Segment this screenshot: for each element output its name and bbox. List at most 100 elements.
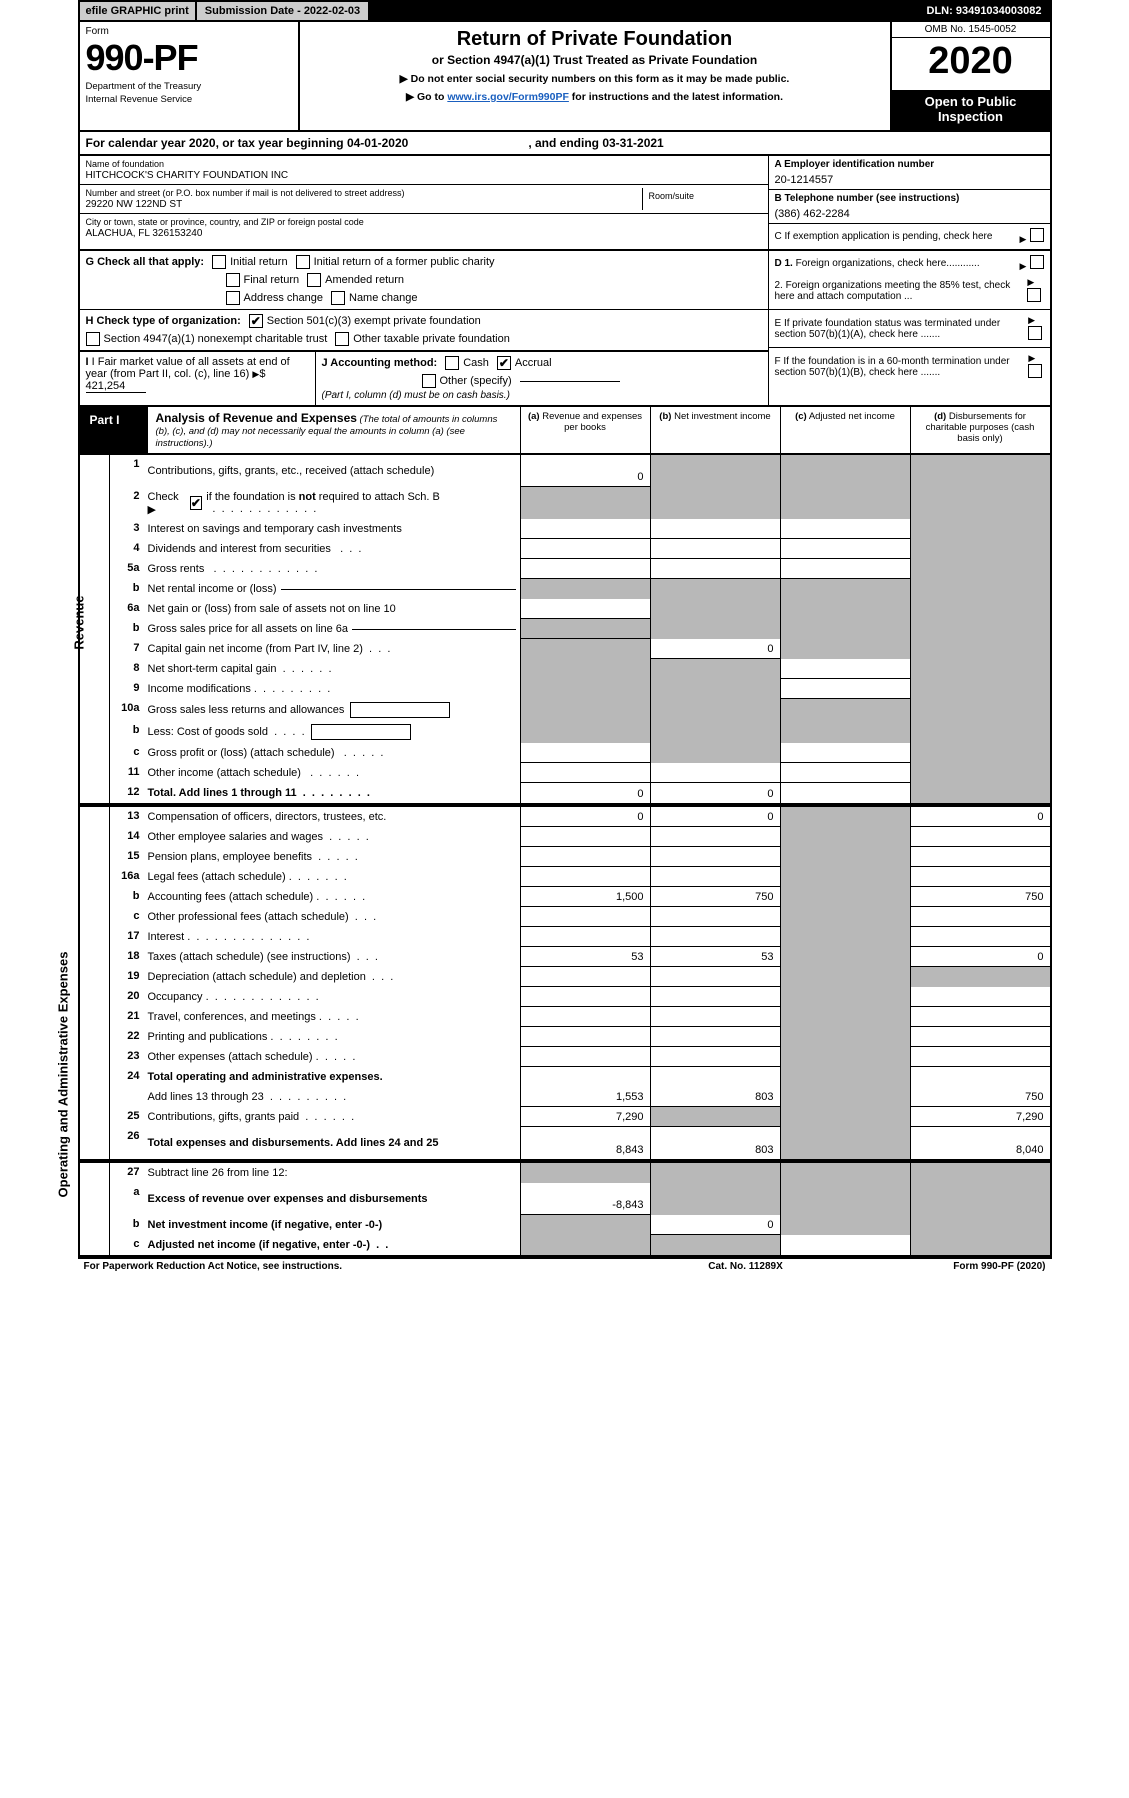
j-cash-checkbox[interactable] bbox=[445, 356, 459, 370]
line-6a: Net gain or (loss) from sale of assets n… bbox=[144, 599, 520, 619]
col-c-header: (c) Adjusted net income bbox=[780, 407, 910, 453]
line-13: Compensation of officers, directors, tru… bbox=[144, 807, 520, 827]
j-other-checkbox[interactable] bbox=[422, 374, 436, 388]
part1-title: Analysis of Revenue and Expenses bbox=[156, 411, 357, 425]
instruction-2: ▶ Go to www.irs.gov/Form990PF for instru… bbox=[310, 91, 880, 103]
g-initial-checkbox[interactable] bbox=[212, 255, 226, 269]
line-16c: Other professional fees (attach schedule… bbox=[144, 907, 520, 927]
l27b-b: 0 bbox=[650, 1215, 780, 1235]
line-3: Interest on savings and temporary cash i… bbox=[144, 519, 520, 539]
line-12: Total. Add lines 1 through 11 . . . . . … bbox=[144, 783, 520, 803]
form-word: Form bbox=[86, 26, 292, 37]
col-b-header: (b) Net investment income bbox=[650, 407, 780, 453]
i-label: I Fair market value of all assets at end… bbox=[86, 356, 290, 380]
line-11: Other income (attach schedule) . . . . .… bbox=[144, 763, 520, 783]
line-5a: Gross rents . . . . . . . . . . . . bbox=[144, 559, 520, 579]
efile-label: efile GRAPHIC print bbox=[80, 2, 195, 20]
line-1: Contributions, gifts, grants, etc., rece… bbox=[144, 455, 520, 487]
room-label: Room/suite bbox=[649, 191, 756, 201]
g-initial-former-checkbox[interactable] bbox=[296, 255, 310, 269]
col-a-header: (a) Revenue and expenses per books bbox=[520, 407, 650, 453]
l18-b: 53 bbox=[650, 947, 780, 967]
j-accrual-checkbox[interactable] bbox=[497, 356, 511, 370]
footer-left: For Paperwork Reduction Act Notice, see … bbox=[84, 1261, 646, 1272]
line-15: Pension plans, employee benefits . . . .… bbox=[144, 847, 520, 867]
h-501c3-checkbox[interactable] bbox=[249, 314, 263, 328]
g-final-checkbox[interactable] bbox=[226, 273, 240, 287]
expenses-side-label: Operating and Administrative Expenses bbox=[55, 952, 70, 1198]
l27a-a: -8,843 bbox=[520, 1183, 650, 1215]
line-9: Income modifications . . . . . . . . . bbox=[144, 679, 520, 699]
l16b-a: 1,500 bbox=[520, 887, 650, 907]
l2-checkbox[interactable] bbox=[190, 496, 203, 510]
f-checkbox[interactable] bbox=[1028, 364, 1042, 378]
d2-label: 2. Foreign organizations meeting the 85%… bbox=[775, 280, 1028, 302]
l2-pre: Check ▶ bbox=[148, 491, 186, 516]
footer-right: Form 990-PF (2020) bbox=[846, 1261, 1046, 1272]
dln-label: DLN: 93491034003082 bbox=[919, 2, 1050, 20]
line-17: Interest . . . . . . . . . . . . . . bbox=[144, 927, 520, 947]
e-checkbox[interactable] bbox=[1028, 326, 1042, 340]
l16b-d: 750 bbox=[910, 887, 1050, 907]
g-name-checkbox[interactable] bbox=[331, 291, 345, 305]
g-label: G Check all that apply: bbox=[86, 256, 205, 268]
identity-block: Name of foundation HITCHCOCK'S CHARITY F… bbox=[78, 156, 1052, 251]
line-14: Other employee salaries and wages . . . … bbox=[144, 827, 520, 847]
irs-link[interactable]: www.irs.gov/Form990PF bbox=[447, 91, 569, 103]
i-value: 421,254 bbox=[86, 380, 146, 393]
line-27c: Adjusted net income (if negative, enter … bbox=[144, 1235, 520, 1255]
check-options-block: G Check all that apply: Initial return I… bbox=[78, 251, 1052, 407]
g-amended-checkbox[interactable] bbox=[307, 273, 321, 287]
g-chk4-label: Amended return bbox=[325, 274, 404, 286]
l7-b: 0 bbox=[650, 639, 780, 659]
phone-val: (386) 462-2284 bbox=[775, 208, 1044, 220]
line-27a: Excess of revenue over expenses and disb… bbox=[144, 1183, 520, 1215]
submission-date: Submission Date - 2022-02-03 bbox=[195, 2, 368, 20]
l18-d: 0 bbox=[910, 947, 1050, 967]
instruction-1: ▶ Do not enter social security numbers o… bbox=[310, 73, 880, 85]
h-other-checkbox[interactable] bbox=[335, 332, 349, 346]
d1-checkbox[interactable] bbox=[1030, 255, 1044, 269]
line-22: Printing and publications . . . . . . . … bbox=[144, 1027, 520, 1047]
g-chk1-label: Initial return bbox=[230, 256, 287, 268]
name-label: Name of foundation bbox=[86, 159, 762, 169]
c-label: C If exemption application is pending, c… bbox=[775, 231, 993, 242]
line-19: Depreciation (attach schedule) and deple… bbox=[144, 967, 520, 987]
c-checkbox[interactable] bbox=[1030, 228, 1044, 242]
l26-d: 8,040 bbox=[910, 1127, 1050, 1159]
l25-a: 7,290 bbox=[520, 1107, 650, 1127]
l1-a: 0 bbox=[520, 455, 650, 487]
line-16b: Accounting fees (attach schedule) . . . … bbox=[144, 887, 520, 907]
expenses-section: Operating and Administrative Expenses 13… bbox=[78, 805, 1052, 1161]
g-chk5-label: Address change bbox=[244, 292, 324, 304]
line-23: Other expenses (attach schedule) . . . .… bbox=[144, 1047, 520, 1067]
city-val: ALACHUA, FL 326153240 bbox=[86, 228, 762, 239]
g-chk2-label: Initial return of a former public charit… bbox=[314, 256, 495, 268]
footer-mid: Cat. No. 11289X bbox=[646, 1261, 846, 1272]
h-label: H Check type of organization: bbox=[86, 315, 241, 327]
l13-b: 0 bbox=[650, 807, 780, 827]
j-other-label: Other (specify) bbox=[440, 375, 512, 387]
line-26: Total expenses and disbursements. Add li… bbox=[144, 1127, 520, 1159]
l12-b: 0 bbox=[650, 783, 780, 803]
city-label: City or town, state or province, country… bbox=[86, 217, 762, 227]
line-5b: Net rental income or (loss) bbox=[144, 579, 520, 599]
h-4947-checkbox[interactable] bbox=[86, 332, 100, 346]
l24-d: 750 bbox=[910, 1087, 1050, 1107]
foundation-name: HITCHCOCK'S CHARITY FOUNDATION INC bbox=[86, 170, 762, 181]
irs-label: Internal Revenue Service bbox=[86, 94, 292, 105]
d2-checkbox[interactable] bbox=[1027, 288, 1041, 302]
instr2-pre: ▶ Go to bbox=[406, 91, 447, 103]
arrow-icon bbox=[252, 368, 259, 380]
line-18: Taxes (attach schedule) (see instruction… bbox=[144, 947, 520, 967]
l12-a: 0 bbox=[520, 783, 650, 803]
l18-a: 53 bbox=[520, 947, 650, 967]
line-21: Travel, conferences, and meetings . . . … bbox=[144, 1007, 520, 1027]
addr-label: Number and street (or P.O. box number if… bbox=[86, 188, 642, 198]
l25-d: 7,290 bbox=[910, 1107, 1050, 1127]
line-27-section: 27Subtract line 26 from line 12: aExcess… bbox=[78, 1161, 1052, 1257]
line-7: Capital gain net income (from Part IV, l… bbox=[144, 639, 520, 659]
line-10b: Less: Cost of goods sold . . . . bbox=[144, 721, 520, 743]
g-address-checkbox[interactable] bbox=[226, 291, 240, 305]
j-cash-label: Cash bbox=[463, 357, 489, 369]
